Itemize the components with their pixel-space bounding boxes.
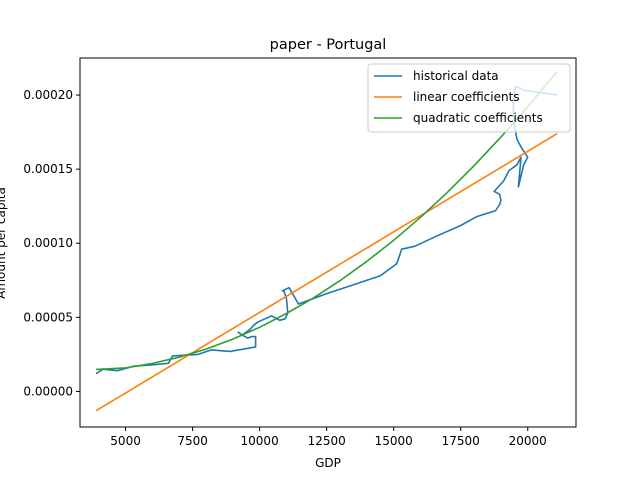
series-line-quadratic-coefficients (96, 70, 558, 371)
y-tick-label: 0.00015 (23, 162, 73, 176)
legend-label-linear-coefficients: linear coefficients (413, 90, 520, 104)
y-tick-label: 0.00010 (23, 236, 73, 250)
y-tick-label: 0.00000 (23, 384, 73, 398)
x-axis: 5000 7500 10000 12500 15000 17500 20000 (110, 427, 547, 448)
x-tick-label: 7500 (177, 434, 208, 448)
x-tick-label: 12500 (308, 434, 346, 448)
plot-area (79, 57, 577, 428)
legend: historical data linear coefficients quadra… (367, 63, 571, 133)
y-axis-label: Amount per capita (0, 187, 8, 299)
legend-label-quadratic-coefficients: quadratic coefficients (413, 111, 543, 125)
series-layer (95, 70, 558, 412)
x-tick-label: 10000 (241, 434, 279, 448)
x-tick-label: 15000 (375, 434, 413, 448)
y-tick-label: 0.00020 (23, 88, 73, 102)
series-line-linear-coefficients (95, 132, 558, 412)
x-axis-label: GDP (315, 456, 341, 470)
legend-label-historical-data: historical data (413, 69, 499, 83)
x-tick-label: 5000 (110, 434, 141, 448)
x-tick-label: 17500 (442, 434, 480, 448)
chart-title: paper - Portugal (270, 37, 387, 53)
plot-frame (79, 57, 577, 428)
series-line-historical-data (95, 85, 558, 375)
legend-box (367, 63, 571, 133)
x-tick-label: 20000 (509, 434, 547, 448)
y-tick-label: 0.00005 (23, 310, 73, 324)
y-axis: 0.00000 0.00005 0.00010 0.00015 0.00020 (23, 88, 80, 398)
